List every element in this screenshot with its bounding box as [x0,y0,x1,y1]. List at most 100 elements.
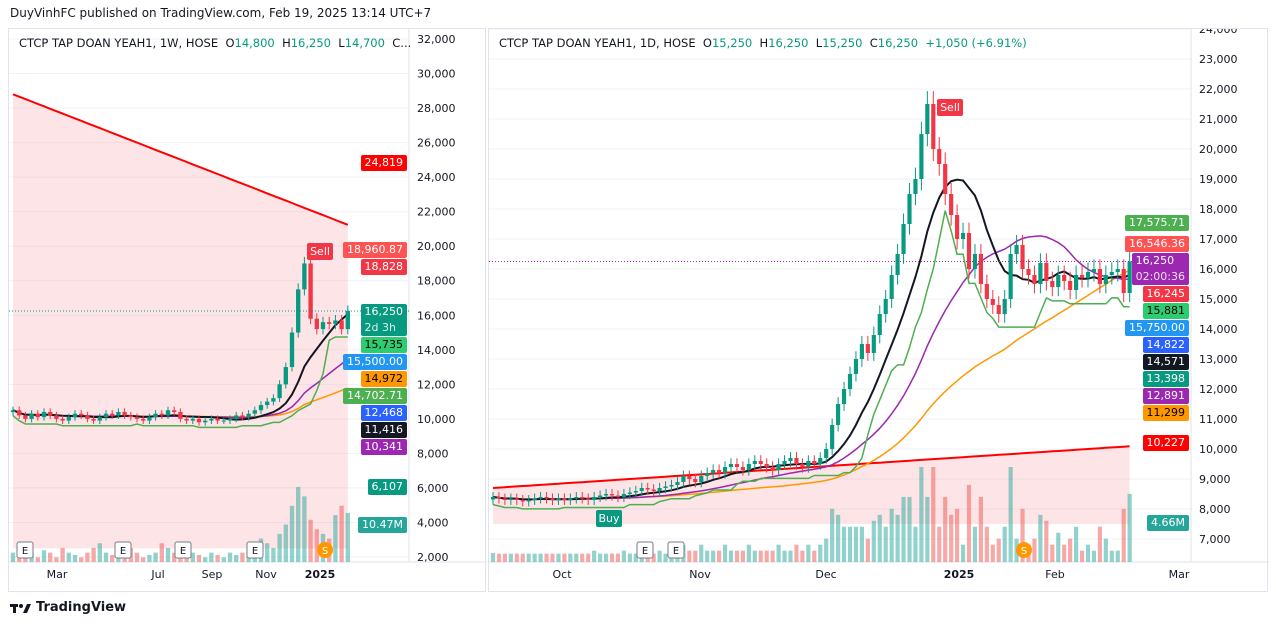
volume-bar [913,526,918,562]
candle [203,420,208,423]
high-value: 16,250 [768,36,809,50]
candle [502,498,507,500]
daily-chart-pane[interactable]: CTCP TAP DOAN YEAH1, 1D, HOSE O15,250 H1… [488,28,1269,593]
volume-bar [283,524,288,562]
volume-bar [227,552,233,562]
price-badge: 11,416 [360,422,407,438]
volume-bar [209,552,214,562]
candle [943,164,948,194]
sell-signal-label-bg [307,243,333,260]
candle [883,299,888,314]
y-tick-label: 28,000 [417,102,456,115]
earnings-marker-bg [667,541,685,559]
candle [490,497,496,500]
volume-bar [79,557,84,562]
volume-bar [1038,514,1043,562]
volume-bar [526,553,531,562]
candle [221,420,226,422]
candle [972,254,978,269]
symbol-label[interactable]: CTCP TAP DOAN YEAH1, 1D, HOSE [499,36,696,50]
volume-bar [955,508,960,562]
badge-group: 10,227 [1142,435,1189,452]
volume-bar [782,550,787,562]
low-label: L [338,36,345,50]
candle [1044,263,1049,281]
long-ma-line [492,445,1130,489]
volume-bar [1068,538,1073,562]
symbol-label[interactable]: CTCP TAP DOAN YEAH1, 1W, HOSE [19,36,219,50]
price-badge: 15,500.00 [343,354,407,370]
weekly-chart-canvas[interactable]: 2,000 4,000 6,000 8,000 10,000 12,000 14,000 16… [9,29,487,593]
volume-bar [717,550,722,562]
long-ma-line [12,93,349,226]
volume-bar [165,547,171,562]
y-tick-label: 23,000 [1199,53,1238,66]
y-tick-label: 22,000 [417,206,456,219]
volume-bar [633,553,638,562]
buy-signal-label: Buy [598,512,620,525]
candle [586,498,591,500]
price-badge: 24,819 [360,155,407,171]
candle [776,464,781,470]
x-tick-label: Dec [815,568,836,581]
weekly-chart-pane[interactable]: CTCP TAP DOAN YEAH1, 1W, HOSE O14,800 H1… [8,28,487,593]
candle [812,461,817,464]
high-value: 16,250 [290,36,331,50]
candle [234,415,239,419]
volume-bar [508,553,513,562]
y-tick-label: 12,000 [1199,383,1238,396]
volume-bar [901,496,906,562]
price-badge: 10,227 [1142,435,1189,451]
y-tick-label: 30,000 [417,68,456,81]
volume-bar [1127,493,1132,562]
candle [1002,299,1007,314]
candle [978,254,983,284]
candle [246,413,251,418]
candle [788,458,793,461]
volume-bar [10,552,16,562]
high-label: H [759,36,769,50]
dividend-marker-bg [1016,542,1032,558]
candle [1097,269,1102,284]
volume-bar [538,553,543,562]
volume-bar [333,515,338,562]
volume-bar [502,553,507,562]
volume-bar [609,553,615,562]
candle [54,415,59,419]
candle [627,492,632,494]
volume-bar [1032,538,1037,562]
y-tick-label: 32,000 [417,33,456,46]
volume-bar [806,544,811,562]
candle [562,498,567,500]
earnings-marker-bg [114,541,132,559]
y-tick-label: 18,000 [417,275,456,288]
price-badge: 11,299 [1142,405,1189,421]
volume-bar [562,553,567,562]
candle [800,464,805,467]
x-tick-label: 2025 [944,568,975,581]
volume-bar [1079,550,1085,562]
candle [91,418,96,421]
candle [609,494,615,496]
price-badge: 10,341 [360,439,407,455]
price-badge: 12,468 [360,405,407,421]
candle [333,320,338,324]
candle [728,464,734,467]
volume-bar [1044,520,1049,562]
buy-signal-label-bg [596,510,622,527]
candle [23,415,28,419]
candle [538,497,543,499]
volume-bar [302,496,307,562]
cloud-fill [493,446,1130,524]
candle [532,498,537,500]
candle [110,413,115,416]
y-tick-label: 11,000 [1199,413,1238,426]
daily-chart-canvas[interactable]: 7,000 8,000 9,000 10,000 11,000 12,000 13,000 1… [489,29,1269,593]
candle [889,275,894,299]
tradingview-footer[interactable]: TradingView [10,600,126,615]
y-tick-label: 14,000 [1199,323,1238,336]
volume-bar [339,505,344,562]
candle [1020,245,1025,269]
candle [41,411,47,418]
candle [794,458,799,464]
